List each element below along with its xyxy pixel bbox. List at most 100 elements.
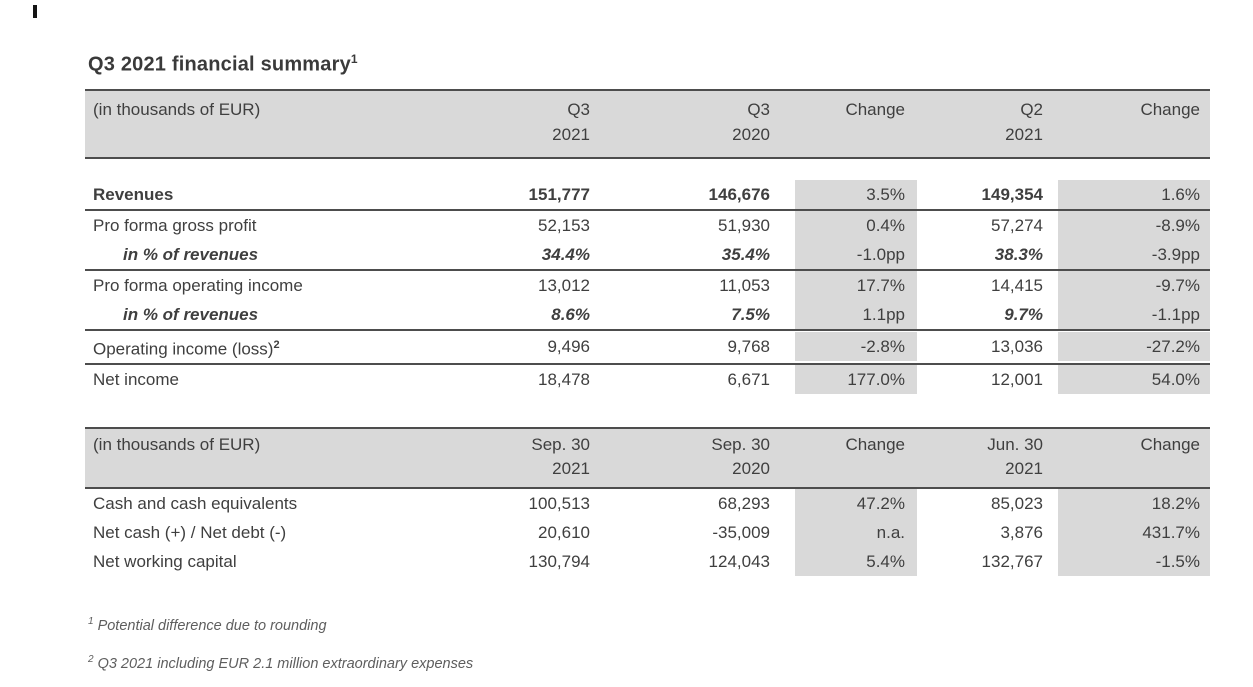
table-row: in % of revenues 34.4% 35.4% -1.0pp 38.3…	[85, 239, 1210, 271]
table-row: Net working capital 130,794 124,043 5.4%…	[85, 547, 1210, 577]
cell-change-col1: -1.0pp	[795, 239, 917, 269]
row-label: Net cash (+) / Net debt (-)	[85, 518, 500, 547]
cell-value-col1: 100,513	[528, 494, 590, 514]
cell-value-col3: 3,876	[1000, 523, 1043, 543]
cell-value-col3: 57,274	[991, 215, 1043, 235]
row-label-superscript: 2	[273, 338, 280, 351]
row-label-text: Net cash (+) / Net debt (-)	[93, 523, 287, 543]
row-label-text: Cash and cash equivalents	[93, 494, 298, 514]
table-row: Pro forma gross profit 52,153 51,930 0.4…	[85, 210, 1210, 240]
cell-change-col2: -1.5%	[1058, 547, 1210, 577]
header-line2: 2020	[732, 124, 770, 144]
header-line1: Change	[1140, 99, 1200, 119]
row-label-text: Operating income (loss)	[93, 339, 274, 359]
page-title-superscript: 1	[350, 52, 358, 66]
header-line2: 2021	[1005, 459, 1043, 479]
row-label-text: in % of revenues	[123, 244, 259, 264]
cell-change-col1: 5.4%	[795, 547, 917, 577]
cell-value-col2: 6,671	[727, 370, 770, 390]
column-header-change-yoy: Change	[795, 97, 917, 122]
cell-change-col2: 431.7%	[1058, 518, 1210, 548]
cell-value-col2: 51,930	[718, 215, 770, 235]
page-title: Q3 2021 financial summary1	[88, 47, 1253, 77]
header-line1: Change	[1140, 435, 1200, 455]
header-line1: Change	[845, 435, 905, 455]
cell-change-col2: -8.9%	[1058, 210, 1210, 240]
table-row: Operating income (loss)2 9,496 9,768 -2.…	[85, 331, 1210, 366]
cell-value-col3: 85,023	[991, 494, 1043, 514]
cell-value-col2: 35.4%	[721, 244, 770, 264]
column-header-change-qoq: Change	[1058, 433, 1210, 457]
cell-change-col1: 177.0%	[795, 365, 917, 395]
column-header-sep30-2020: Sep. 30 2020	[600, 433, 795, 481]
cell-value-col1: 13,012	[538, 275, 590, 295]
row-label: Operating income (loss)2	[85, 331, 500, 364]
cell-value-col1: 8.6%	[551, 304, 590, 324]
cell-change-col1: 1.1pp	[795, 299, 917, 329]
cell-change-col2: -9.7%	[1058, 270, 1210, 300]
header-line1: Q3	[567, 99, 590, 119]
table-row: Net cash (+) / Net debt (-) 20,610 -35,0…	[85, 518, 1210, 548]
row-label: Pro forma gross profit	[85, 211, 500, 240]
balance-table-rows: Cash and cash equivalents 100,513 68,293…	[85, 489, 1210, 577]
cell-value-col3: 9.7%	[1004, 304, 1043, 324]
balance-unit-label: (in thousands of EUR)	[93, 435, 261, 455]
cell-value-col2: 7.5%	[731, 304, 770, 324]
cell-value-col1: 20,610	[538, 523, 590, 543]
row-label-text: Pro forma operating income	[93, 275, 303, 295]
header-line1: Q3	[747, 99, 770, 119]
cell-change-col1: 3.5%	[795, 179, 917, 209]
column-header-q3-2020: Q3 2020	[600, 97, 795, 147]
header-spacer-row	[85, 159, 1210, 180]
row-label: Net income	[85, 365, 500, 394]
row-label: Net working capital	[85, 547, 500, 576]
header-line2: 2020	[732, 459, 770, 479]
page-title-text: Q3 2021 financial summary	[88, 53, 351, 76]
header-line1: Jun. 30	[987, 435, 1043, 455]
cell-change-col1: -2.8%	[795, 332, 917, 362]
header-line1: Change	[845, 99, 905, 119]
header-line2: 2021	[552, 459, 590, 479]
row-label: Pro forma operating income	[85, 271, 500, 300]
income-statement-table: (in thousands of EUR) Q3 2021 Q3 2020 Ch…	[85, 88, 1210, 395]
column-header-sep30-2021: Sep. 30 2021	[500, 433, 600, 481]
cell-value-col1: 34.4%	[541, 244, 590, 264]
cell-value-col3: 149,354	[981, 184, 1043, 204]
cell-value-col2: 146,676	[708, 184, 770, 204]
cell-change-col2: -1.1pp	[1058, 299, 1210, 329]
cell-change-col2: 1.6%	[1058, 179, 1210, 209]
cell-value-col2: 124,043	[708, 552, 770, 572]
cell-value-col2: 11,053	[719, 275, 770, 295]
income-table-rows: Revenues 151,777 146,676 3.5% 149,354 1.…	[85, 179, 1210, 395]
row-label: Revenues	[85, 180, 500, 209]
cell-value-col1: 9,496	[547, 337, 590, 357]
row-label-text: in % of revenues	[123, 304, 259, 324]
row-label: in % of revenues	[85, 240, 500, 269]
row-label-text: Pro forma gross profit	[93, 215, 257, 235]
cell-change-col2: 18.2%	[1058, 489, 1210, 519]
table-row: Net income 18,478 6,671 177.0% 12,001 54…	[85, 365, 1210, 395]
cell-change-col2: 54.0%	[1058, 365, 1210, 395]
footnote-1-marker: 1	[88, 616, 94, 628]
header-line1: Sep. 30	[711, 435, 770, 455]
cell-value-col1: 18,478	[538, 370, 590, 390]
footnote-2-marker: 2	[88, 654, 94, 666]
row-label-text: Net income	[93, 370, 179, 390]
column-header-jun30-2021: Jun. 30 2021	[917, 433, 1058, 481]
cell-change-col1: 0.4%	[795, 210, 917, 240]
stray-mark	[33, 5, 37, 18]
footnote-2: 2 Q3 2021 including EUR 2.1 million extra…	[88, 650, 1253, 674]
cell-value-col2: 68,293	[718, 494, 770, 514]
column-header-change-yoy: Change	[795, 433, 917, 457]
footnote-1-text: Potential difference due to rounding	[97, 618, 327, 635]
cell-value-col3: 132,767	[981, 552, 1043, 572]
header-line1: Sep. 30	[531, 435, 590, 455]
cell-value-col2: 9,768	[727, 337, 770, 357]
income-table-header: (in thousands of EUR) Q3 2021 Q3 2020 Ch…	[85, 88, 1210, 159]
row-label: in % of revenues	[85, 300, 500, 329]
header-line2: 2021	[552, 124, 590, 144]
cell-value-col3: 14,415	[991, 275, 1043, 295]
